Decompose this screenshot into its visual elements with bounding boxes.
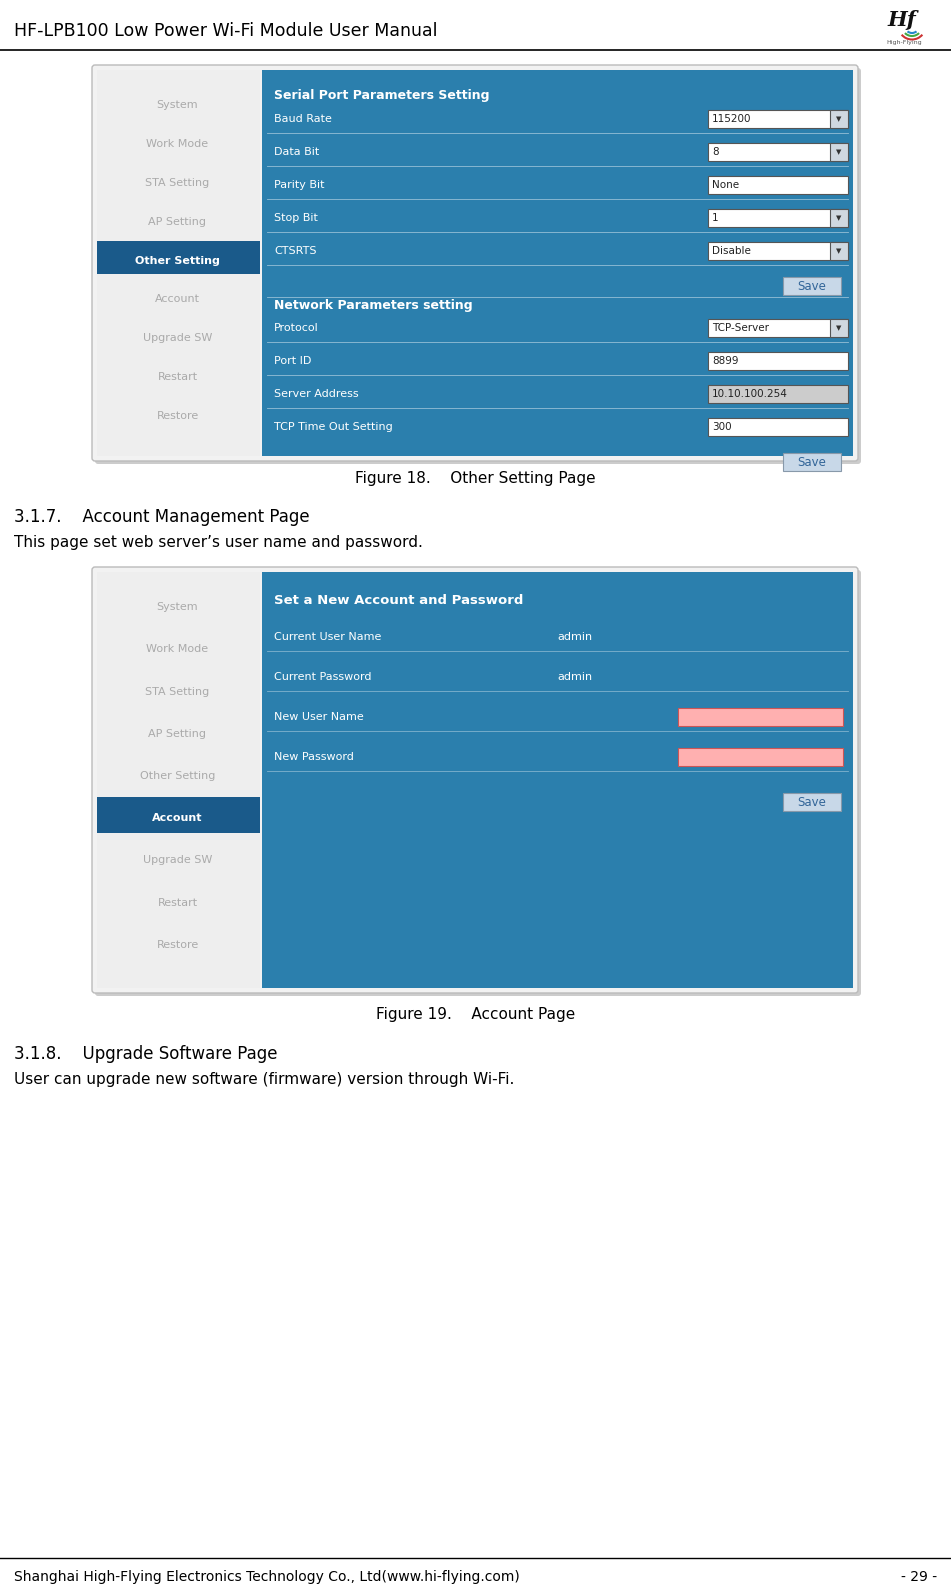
Text: ▼: ▼ — [836, 149, 842, 155]
Bar — [262, 572, 853, 987]
Text: Work Mode: Work Mode — [146, 645, 208, 655]
Text: Parity Bit: Parity Bit — [274, 181, 324, 190]
Text: High-Flying: High-Flying — [886, 40, 922, 44]
Bar — [708, 176, 848, 193]
Text: New Password: New Password — [274, 751, 354, 762]
Text: STA Setting: STA Setting — [146, 686, 209, 696]
Text: 8: 8 — [712, 147, 719, 157]
Bar — [97, 70, 260, 456]
Text: HF-LPB100 Low Power Wi-Fi Module User Manual: HF-LPB100 Low Power Wi-Fi Module User Ma… — [14, 22, 437, 40]
Text: Restart: Restart — [158, 372, 198, 382]
Bar — [708, 143, 848, 162]
Bar — [708, 243, 848, 260]
Text: ▼: ▼ — [836, 216, 842, 220]
Bar — [678, 708, 843, 726]
Text: Shanghai High-Flying Electronics Technology Co., Ltd(www.hi-flying.com): Shanghai High-Flying Electronics Technol… — [14, 1571, 520, 1583]
Text: 3.1.7.    Account Management Page: 3.1.7. Account Management Page — [14, 509, 310, 526]
Bar — [708, 209, 848, 227]
Text: This page set web server’s user name and password.: This page set web server’s user name and… — [14, 536, 423, 550]
Text: Save: Save — [798, 279, 826, 293]
Text: Figure 19.    Account Page: Figure 19. Account Page — [376, 1008, 575, 1022]
FancyBboxPatch shape — [92, 567, 858, 992]
Text: Data Bit: Data Bit — [274, 147, 320, 157]
FancyBboxPatch shape — [95, 571, 861, 995]
Text: Stop Bit: Stop Bit — [274, 212, 318, 223]
Bar — [708, 352, 848, 369]
Bar — [708, 319, 848, 338]
Text: - 29 -: - 29 - — [901, 1571, 937, 1583]
Text: Disable: Disable — [712, 246, 751, 257]
Text: 300: 300 — [712, 422, 731, 433]
Bar — [97, 572, 260, 987]
Bar — [830, 243, 848, 260]
Text: Set a New Account and Password: Set a New Account and Password — [274, 593, 523, 607]
Text: Protocol: Protocol — [274, 323, 319, 333]
Text: Baud Rate: Baud Rate — [274, 114, 332, 124]
Text: System: System — [157, 602, 199, 612]
Text: TCP-Server: TCP-Server — [712, 323, 769, 333]
Text: Figure 18.    Other Setting Page: Figure 18. Other Setting Page — [355, 471, 596, 485]
Text: Restore: Restore — [156, 940, 199, 949]
Text: Other Setting: Other Setting — [140, 770, 215, 781]
Text: Restart: Restart — [158, 897, 198, 908]
Text: ▼: ▼ — [836, 116, 842, 122]
Text: Account: Account — [152, 813, 203, 823]
Bar — [262, 70, 853, 456]
Text: ▼: ▼ — [836, 247, 842, 254]
Text: Current User Name: Current User Name — [274, 632, 381, 642]
Text: New User Name: New User Name — [274, 712, 363, 723]
Text: Save: Save — [798, 796, 826, 808]
Text: System: System — [157, 100, 199, 109]
Text: admin: admin — [557, 672, 592, 682]
Text: Hf: Hf — [887, 10, 917, 30]
Text: admin: admin — [557, 632, 592, 642]
Text: 10.10.100.254: 10.10.100.254 — [712, 388, 787, 399]
Text: AP Setting: AP Setting — [148, 217, 206, 227]
Bar — [783, 792, 841, 812]
Text: Upgrade SW: Upgrade SW — [143, 856, 212, 865]
Text: ▼: ▼ — [836, 325, 842, 331]
Text: Restore: Restore — [156, 411, 199, 422]
Text: Work Mode: Work Mode — [146, 139, 208, 149]
Text: Save: Save — [798, 455, 826, 469]
Bar — [830, 319, 848, 338]
Text: 115200: 115200 — [712, 114, 751, 124]
Bar — [708, 109, 848, 128]
Bar — [97, 241, 260, 274]
Text: None: None — [712, 181, 739, 190]
Bar — [830, 209, 848, 227]
Text: Other Setting: Other Setting — [135, 255, 220, 266]
Text: STA Setting: STA Setting — [146, 178, 209, 187]
Text: AP Setting: AP Setting — [148, 729, 206, 739]
Text: Network Parameters setting: Network Parameters setting — [274, 298, 473, 312]
Text: TCP Time Out Setting: TCP Time Out Setting — [274, 422, 393, 433]
Text: User can upgrade new software (firmware) version through Wi-Fi.: User can upgrade new software (firmware)… — [14, 1071, 514, 1087]
Text: CTSRTS: CTSRTS — [274, 246, 317, 257]
Bar — [708, 385, 848, 403]
Text: 3.1.8.    Upgrade Software Page: 3.1.8. Upgrade Software Page — [14, 1045, 278, 1064]
Bar — [678, 748, 843, 766]
Bar — [708, 418, 848, 436]
Text: Current Password: Current Password — [274, 672, 372, 682]
Text: 8899: 8899 — [712, 357, 739, 366]
Text: Upgrade SW: Upgrade SW — [143, 333, 212, 344]
Bar — [830, 109, 848, 128]
Text: Server Address: Server Address — [274, 388, 359, 399]
FancyBboxPatch shape — [95, 68, 861, 464]
Text: Account: Account — [155, 295, 200, 304]
Bar — [783, 453, 841, 471]
Bar — [97, 797, 260, 834]
Bar — [830, 143, 848, 162]
Bar — [783, 277, 841, 295]
FancyBboxPatch shape — [92, 65, 858, 461]
Text: 1: 1 — [712, 212, 719, 223]
Text: Port ID: Port ID — [274, 357, 311, 366]
Text: Serial Port Parameters Setting: Serial Port Parameters Setting — [274, 89, 490, 103]
